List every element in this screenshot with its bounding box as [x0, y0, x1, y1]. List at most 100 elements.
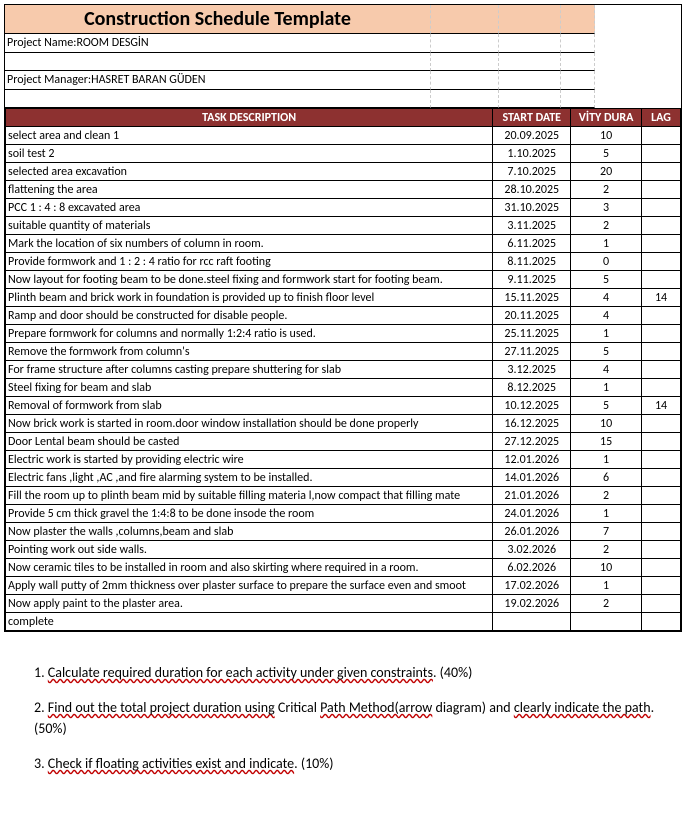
lag-cell: [642, 127, 681, 145]
start-date-cell: 6.11.2025: [493, 235, 571, 253]
task-cell: complete: [6, 613, 493, 631]
duration-cell: 1: [571, 577, 642, 595]
duration-cell: 2: [571, 217, 642, 235]
question-3: 3. Check if floating activities exist an…: [34, 753, 662, 774]
lag-cell: [642, 577, 681, 595]
duration-cell: 1: [571, 379, 642, 397]
start-date-cell: 3.11.2025: [493, 217, 571, 235]
task-cell: Plinth beam and brick work in foundation…: [6, 289, 493, 307]
lag-cell: [642, 487, 681, 505]
table-row: Now apply paint to the plaster area.19.0…: [6, 595, 681, 613]
table-row: flattening the area28.10.20252: [6, 181, 681, 199]
q2-underline-2: Path Method(arrow: [320, 699, 432, 716]
duration-cell: 0: [571, 253, 642, 271]
table-body: select area and clean 120.09.202510soil …: [6, 127, 681, 631]
task-cell: Apply wall putty of 2mm thickness over p…: [6, 577, 493, 595]
table-row: Removal of formwork from slab10.12.20255…: [6, 397, 681, 415]
task-cell: select area and clean 1: [6, 127, 493, 145]
q3-underline: Check if floating activities exist and i…: [48, 755, 294, 772]
project-name-label: Project Name:: [7, 36, 76, 50]
start-date-cell: 27.11.2025: [493, 343, 571, 361]
duration-cell: 1: [571, 451, 642, 469]
start-date-cell: 8.12.2025: [493, 379, 571, 397]
task-cell: selected area excavation: [6, 163, 493, 181]
questions-block: 1. Calculate required duration for each …: [4, 662, 682, 774]
lag-cell: [642, 145, 681, 163]
lag-cell: [642, 343, 681, 361]
task-cell: Fill the room up to plinth beam mid by s…: [6, 487, 493, 505]
duration-cell: 5: [571, 343, 642, 361]
task-cell: Now layout for footing beam to be done.s…: [6, 271, 493, 289]
task-cell: PCC 1 : 4 : 8 excavated area: [6, 199, 493, 217]
table-row: Electric fans ,light ,AC ,and fire alarm…: [6, 469, 681, 487]
start-date-cell: 6.02.2026: [493, 559, 571, 577]
duration-cell: 2: [571, 595, 642, 613]
table-row: suitable quantity of materials3.11.20252: [6, 217, 681, 235]
start-date-cell: 24.01.2026: [493, 505, 571, 523]
table-row: Now plaster the walls ,columns,beam and …: [6, 523, 681, 541]
lag-cell: [642, 217, 681, 235]
table-row: complete: [6, 613, 681, 631]
task-cell: flattening the area: [6, 181, 493, 199]
duration-cell: 1: [571, 505, 642, 523]
task-cell: Now apply paint to the plaster area.: [6, 595, 493, 613]
task-cell: suitable quantity of materials: [6, 217, 493, 235]
task-cell: Electric fans ,light ,AC ,and fire alarm…: [6, 469, 493, 487]
duration-cell: 2: [571, 181, 642, 199]
task-cell: Prepare formwork for columns and normall…: [6, 325, 493, 343]
task-cell: Now brick work is started in room.door w…: [6, 415, 493, 433]
start-date-cell: 17.02.2026: [493, 577, 571, 595]
duration-cell: 1: [571, 325, 642, 343]
start-date-cell: 10.12.2025: [493, 397, 571, 415]
lag-cell: [642, 451, 681, 469]
table-row: Plinth beam and brick work in foundation…: [6, 289, 681, 307]
start-date-cell: 15.11.2025: [493, 289, 571, 307]
duration-cell: 15: [571, 433, 642, 451]
table-header-row: TASK DESCRIPTION START DATE VİTY DURA LA…: [6, 109, 681, 127]
lag-cell: [642, 199, 681, 217]
task-cell: Removal of formwork from slab: [6, 397, 493, 415]
table-row: soil test 21.10.20255: [6, 145, 681, 163]
start-date-cell: 20.11.2025: [493, 307, 571, 325]
start-date-cell: 25.11.2025: [493, 325, 571, 343]
duration-cell: 10: [571, 415, 642, 433]
duration-cell: 10: [571, 559, 642, 577]
lag-cell: [642, 505, 681, 523]
start-date-cell: 31.10.2025: [493, 199, 571, 217]
task-cell: Provide formwork and 1 : 2 : 4 ratio for…: [6, 253, 493, 271]
task-cell: Now plaster the walls ,columns,beam and …: [6, 523, 493, 541]
task-cell: Door Lental beam should be casted: [6, 433, 493, 451]
project-name-row: Project Name:ROOM DESGİN: [5, 34, 681, 53]
table-row: For frame structure after columns castin…: [6, 361, 681, 379]
start-date-cell: 14.01.2026: [493, 469, 571, 487]
task-cell: Provide 5 cm thick gravel the 1:4:8 to b…: [6, 505, 493, 523]
task-cell: Electric work is started by providing el…: [6, 451, 493, 469]
lag-cell: [642, 325, 681, 343]
schedule-sheet: Construction Schedule Template Project N…: [4, 4, 682, 632]
q1-underline: Calculate required duration for each act…: [48, 664, 433, 681]
start-date-cell: 27.12.2025: [493, 433, 571, 451]
start-date-cell: 16.12.2025: [493, 415, 571, 433]
duration-cell: 4: [571, 289, 642, 307]
lag-cell: 14: [642, 289, 681, 307]
duration-cell: 4: [571, 307, 642, 325]
blank-row: [5, 53, 681, 71]
start-date-cell: 8.11.2025: [493, 253, 571, 271]
header-duration: VİTY DURA: [571, 109, 642, 127]
table-row: selected area excavation7.10.202520: [6, 163, 681, 181]
table-row: Now layout for footing beam to be done.s…: [6, 271, 681, 289]
task-cell: Now ceramic tiles to be installed in roo…: [6, 559, 493, 577]
duration-cell: 4: [571, 361, 642, 379]
start-date-cell: 12.01.2026: [493, 451, 571, 469]
start-date-cell: 20.09.2025: [493, 127, 571, 145]
lag-cell: [642, 469, 681, 487]
table-row: Mark the location of six numbers of colu…: [6, 235, 681, 253]
start-date-cell: 21.01.2026: [493, 487, 571, 505]
task-cell: For frame structure after columns castin…: [6, 361, 493, 379]
schedule-table: TASK DESCRIPTION START DATE VİTY DURA LA…: [5, 108, 681, 631]
project-name-value: ROOM DESGİN: [76, 36, 148, 50]
start-date-cell: 26.01.2026: [493, 523, 571, 541]
lag-cell: [642, 613, 681, 631]
sheet-title: Construction Schedule Template: [5, 5, 431, 34]
table-row: Provide formwork and 1 : 2 : 4 ratio for…: [6, 253, 681, 271]
